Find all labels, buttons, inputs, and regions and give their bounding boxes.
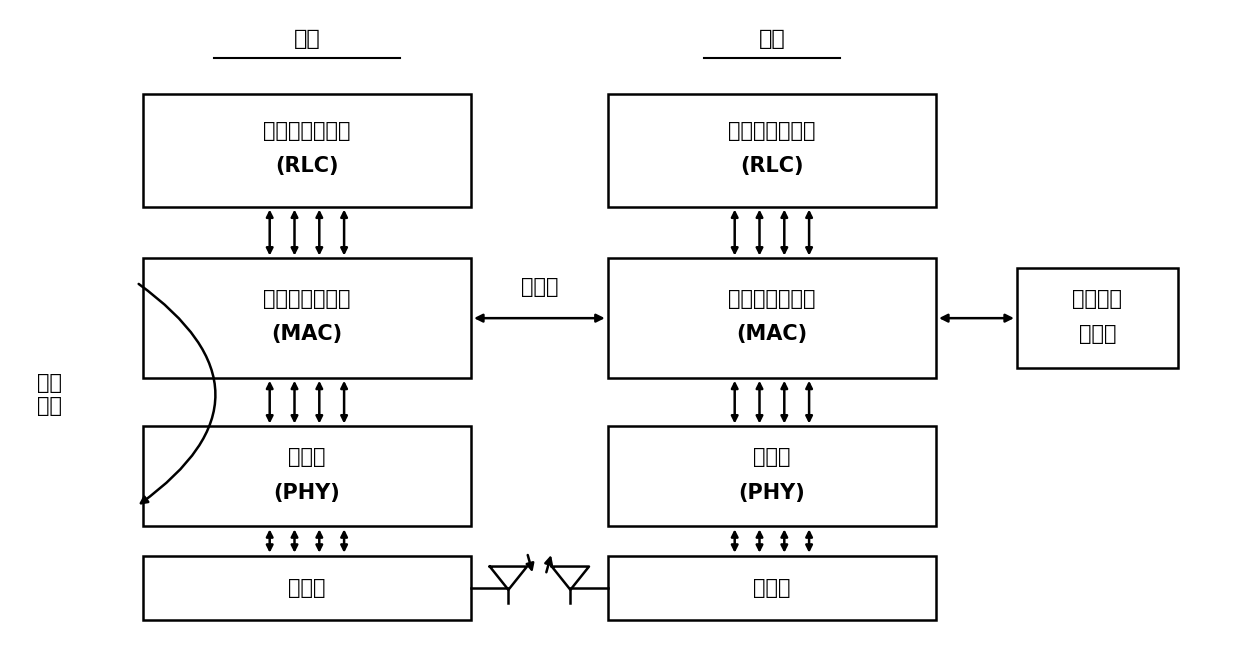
Text: (PHY): (PHY) (274, 483, 340, 503)
Text: 无线链路控制层: 无线链路控制层 (728, 121, 816, 141)
Text: (PHY): (PHY) (739, 483, 805, 503)
Bar (608, 556, 936, 620)
Text: 物理层: 物理层 (753, 447, 791, 467)
Bar (608, 94, 936, 207)
Bar (608, 258, 936, 378)
Text: (MAC): (MAC) (272, 324, 342, 344)
Bar (143, 556, 471, 620)
Text: 卫星: 卫星 (759, 29, 785, 48)
Bar (1017, 268, 1178, 368)
Bar (608, 426, 936, 526)
Bar (143, 94, 471, 207)
Bar (143, 258, 471, 378)
Text: 物理层: 物理层 (288, 447, 326, 467)
Text: 媒体访问控制层: 媒体访问控制层 (728, 289, 816, 309)
Text: (RLC): (RLC) (740, 156, 804, 176)
Text: (RLC): (RLC) (275, 156, 339, 176)
Text: 媒体访问控制层: 媒体访问控制层 (263, 289, 351, 309)
Text: 跨层
信息: 跨层 信息 (37, 373, 62, 416)
Text: 调度器: 调度器 (1079, 324, 1116, 344)
Text: 数据包: 数据包 (521, 277, 558, 297)
Text: 频域资源: 频域资源 (1073, 289, 1122, 309)
Text: 无线链路控制层: 无线链路控制层 (263, 121, 351, 141)
Bar (143, 426, 471, 526)
Text: 终端: 终端 (294, 29, 320, 48)
Text: (MAC): (MAC) (737, 324, 807, 344)
Text: 收发端: 收发端 (288, 578, 326, 598)
Text: 收发端: 收发端 (753, 578, 791, 598)
